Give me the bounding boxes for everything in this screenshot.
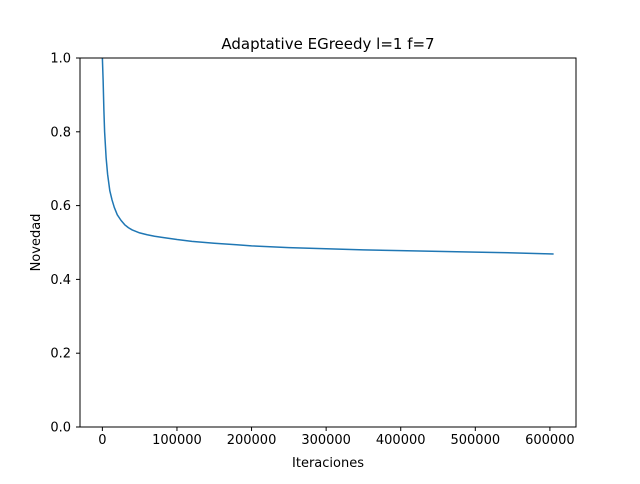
y-tick-label: 0.4 — [50, 273, 71, 288]
x-tick-label: 300000 — [301, 433, 351, 448]
y-tick-label: 0.2 — [50, 347, 71, 362]
x-tick-label: 600000 — [525, 433, 575, 448]
y-tick-label: 1.0 — [50, 52, 71, 67]
y-axis-label: Novedad — [29, 214, 44, 272]
y-tick-label: 0.6 — [50, 199, 71, 214]
series-layer — [101, 57, 554, 255]
x-tick-label: 0 — [98, 433, 106, 448]
chart-title: Adaptative EGreedy l=1 f=7 — [221, 35, 434, 53]
x-tick-label: 400000 — [376, 433, 426, 448]
y-tick-label: 0.0 — [50, 421, 71, 436]
x-tick-label: 500000 — [450, 433, 500, 448]
plot-area-frame — [79, 57, 577, 428]
x-tick-label: 100000 — [152, 433, 202, 448]
x-axis-label: Iteraciones — [292, 456, 364, 471]
y-tick-label: 0.8 — [50, 125, 71, 140]
x-tick-label: 200000 — [227, 433, 277, 448]
series-line — [101, 57, 554, 255]
ticks-layer: 0 100000 200000 300000 400000 500000 600000 0.0… — [50, 52, 574, 449]
